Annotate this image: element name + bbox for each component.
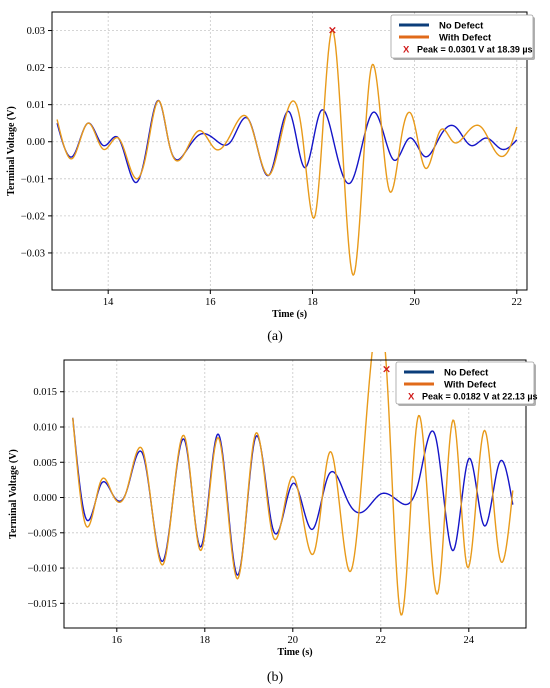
chart-b-ytick-label: 0.015 [33, 387, 57, 398]
chart-b-ytick-label: −0.015 [27, 599, 57, 610]
chart-b-xlabel: Time (s) [277, 647, 312, 658]
chart-b-xtick-label: 16 [112, 635, 123, 646]
chart-b-xtick-label: 22 [376, 635, 387, 646]
chart-a-xtick-label: 14 [103, 297, 114, 308]
chart-b-plot-frame [63, 359, 527, 629]
chart-a-legend-peak-label: Peak = 0.0301 V at 18.39 µs [417, 45, 533, 55]
panel-label-b: (b) [266, 670, 284, 685]
chart-a: 14 16 18 20 22 −0.03 −0.02 −0.01 0.00 0.01 0.02 0.0… [6, 11, 535, 320]
chart-a-ytick-label: 0.02 [27, 63, 45, 74]
chart-a-series-with-defect-line [56, 29, 518, 276]
chart-b-legend-peak-label: Peak = 0.0182 V at 22.13 µs [422, 392, 538, 402]
chart-a-plot-frame [51, 11, 528, 291]
chart-b-ylabel: Terminal Voltage (V) [8, 449, 19, 539]
chart-a-ylabel: Terminal Voltage (V) [6, 106, 17, 196]
chart-b: 16 18 20 22 24 −0.015 −0.010 −0.005 0.000 0.005 0.… [8, 352, 538, 658]
chart-b-legend-label-1: With Defect [444, 380, 497, 391]
chart-b-ytick-label: 0.005 [33, 458, 57, 469]
chart-a-legend-label-1: With Defect [439, 33, 492, 44]
chart-a-xtick-label: 22 [512, 297, 523, 308]
chart-b-legend-label-0: No Defect [444, 368, 489, 379]
panel-label-a: (a) [267, 329, 283, 344]
chart-a-legend-peak-marker-icon: X [403, 45, 410, 56]
chart-a-ytick-label: 0.03 [27, 26, 45, 37]
chart-b-xtick-label: 20 [288, 635, 299, 646]
chart-b-peak-marker [383, 365, 390, 373]
chart-a-ytick-label: −0.03 [21, 248, 45, 259]
chart-a-xtick-label: 18 [307, 297, 318, 308]
chart-b-ytick-label: 0.000 [33, 493, 57, 504]
chart-a-xtick-label: 16 [205, 297, 216, 308]
chart-a-ytick-label: 0.00 [27, 137, 45, 148]
chart-a-xtick-label: 20 [409, 297, 420, 308]
chart-a-ytick-label: −0.02 [21, 211, 45, 222]
chart-a-xlabel: Time (s) [272, 309, 307, 320]
chart-a-peak-marker [329, 26, 336, 34]
chart-b-series-with-defect-line [72, 352, 514, 616]
chart-a-legend-label-0: No Defect [439, 21, 484, 32]
chart-b-ytick-label: −0.005 [27, 528, 57, 539]
chart-b-xtick-label: 24 [464, 635, 475, 646]
chart-a-ytick-label: −0.01 [21, 174, 45, 185]
chart-b-xtick-label: 18 [200, 635, 211, 646]
chart-a-ytick-label: 0.01 [27, 100, 45, 111]
chart-b-legend-peak-marker-icon: X [408, 392, 415, 403]
chart-b-ytick-label: −0.010 [27, 564, 57, 575]
chart-b-ytick-label: 0.010 [33, 423, 57, 434]
